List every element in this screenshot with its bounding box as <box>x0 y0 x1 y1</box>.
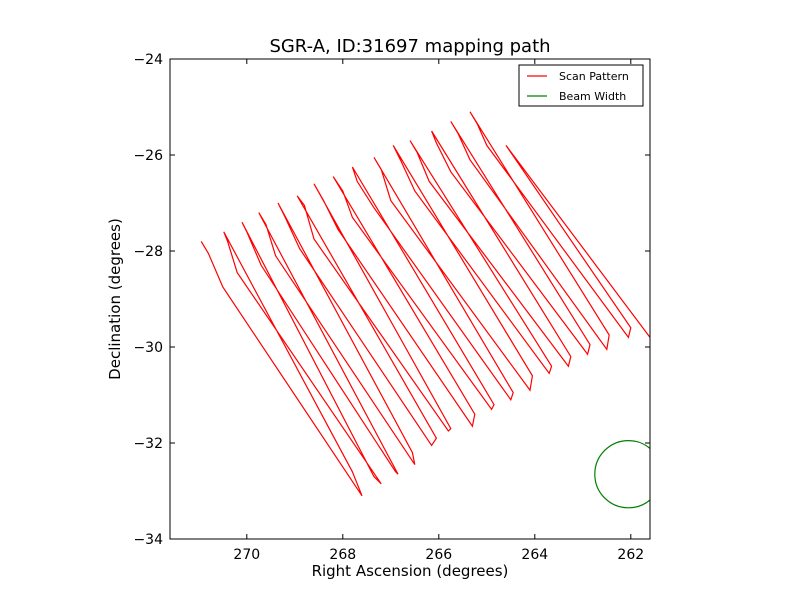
chart-title: SGR-A, ID:31697 mapping path <box>269 36 550 57</box>
legend: Scan Pattern Beam Width <box>518 64 644 107</box>
x-axis-label: Right Ascension (degrees) <box>312 562 509 580</box>
plot-background <box>170 59 650 539</box>
x-tick-label: 262 <box>617 547 644 563</box>
y-tick-label: −30 <box>133 340 163 356</box>
y-axis-label: Declination (degrees) <box>106 218 124 380</box>
legend-label: Beam Width <box>559 90 626 103</box>
x-tick-label: 268 <box>329 547 356 563</box>
legend-box <box>518 64 644 107</box>
series-layer <box>200 111 650 509</box>
y-tick-label: −26 <box>133 148 163 164</box>
y-tick-label: −28 <box>133 244 163 260</box>
y-tick-label: −34 <box>133 532 163 548</box>
y-tick-label: −32 <box>133 436 163 452</box>
scan-pattern-line <box>200 111 650 497</box>
plot-area <box>169 58 651 540</box>
plot-frame <box>169 58 651 540</box>
legend-label: Scan Pattern <box>559 70 629 83</box>
x-tick-label: 266 <box>425 547 452 563</box>
y-axis: −24 −26 −28 −30 −32 −34 <box>133 52 650 548</box>
beam-width-circle <box>594 440 650 509</box>
y-tick-label: −24 <box>133 52 163 68</box>
x-tick-label: 270 <box>233 547 260 563</box>
x-tick-label: 264 <box>521 547 548 563</box>
x-axis: 270 268 266 264 262 <box>233 59 644 563</box>
